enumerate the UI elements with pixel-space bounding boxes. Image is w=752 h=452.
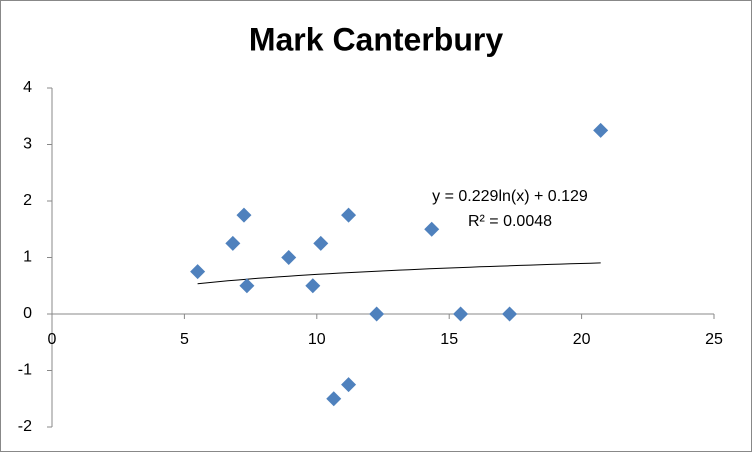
y-tick-label: 1: [23, 249, 32, 266]
scatter-point: [236, 207, 252, 223]
trendline-equation: y = 0.229ln(x) + 0.129: [432, 188, 588, 205]
y-tick-label: -2: [18, 418, 32, 435]
scatter-point: [190, 264, 206, 280]
y-tick-label: 2: [23, 192, 32, 209]
scatter-point: [281, 250, 297, 265]
scatter-point: [326, 391, 342, 407]
scatter-point: [424, 221, 440, 237]
y-tick-label: -1: [18, 362, 32, 379]
scatter-point: [593, 122, 609, 138]
x-tick-label: 0: [48, 331, 57, 348]
scatter-point: [341, 207, 357, 223]
trendline: [197, 262, 601, 285]
scatter-point: [502, 306, 518, 322]
trendline-r-squared: R² = 0.0048: [468, 213, 552, 230]
scatter-point: [225, 235, 241, 251]
x-tick-label: 10: [308, 331, 326, 348]
x-tick-label: 5: [180, 331, 189, 348]
scatter-point: [369, 306, 385, 322]
y-tick-label: 4: [23, 79, 32, 96]
scatter-point: [239, 278, 255, 294]
y-tick-label: 3: [23, 136, 32, 153]
scatter-point: [453, 306, 469, 322]
x-tick-label: 15: [440, 331, 458, 348]
scatter-point: [313, 235, 329, 251]
scatter-point: [305, 278, 321, 294]
y-tick-label: 0: [23, 305, 32, 322]
x-tick-label: 25: [705, 331, 723, 348]
x-tick-label: 20: [573, 331, 591, 348]
scatter-point: [341, 377, 357, 393]
chart-title: Mark Canterbury: [249, 21, 504, 57]
